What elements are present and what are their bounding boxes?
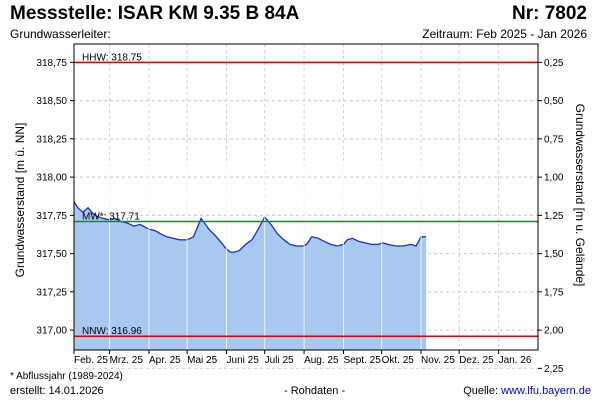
y-tick-label-left: 317,25 [36,287,67,298]
station-number: Nr: 7802 [512,3,587,24]
y-tick-label-right: 1,50 [544,249,564,260]
x-tick-label: Apr. 25 [149,355,181,366]
x-tick-label: Sept. 25 [344,355,382,366]
y-tick-label-left: 317,00 [36,326,67,337]
y-axis-left: 317,00 317,25 317,50 317,75 318,00 318,25 318,… [36,58,74,337]
aquifer-label: Grundwasserleiter: [10,27,111,41]
x-tick-label: Feb. 25 [74,355,108,366]
reference-lines: HHW: 318.75 MW*: 317.71 NNW: 316.96 [74,52,538,337]
y-tick-label-right: 2,25 [544,364,564,375]
y-tick-label-right: 0,25 [544,58,564,69]
y-tick-label-left: 318,00 [36,173,67,184]
x-tick-label: Mrz. 25 [110,355,144,366]
period-label: Zeitraum: Feb 2025 - Jan 2026 [422,27,587,41]
plot-frame [73,43,539,351]
source: Quelle: www.lfu.bayern.de [463,385,591,397]
x-axis: Feb. 25 Mrz. 25 Apr. 25 Mai 25 Juni 25 Juli 2… [73,350,532,366]
created-date: erstellt: 14.01.2026 [10,385,104,397]
rawdata-label: - Rohdaten - [284,385,346,397]
y-tick-label-left: 318,50 [36,96,67,107]
y-tick-label-right: 0,50 [544,96,564,107]
x-tick-label: Juni 25 [227,355,260,366]
y-tick-label-right: 1,75 [544,287,564,298]
y-tick-label-left: 318,25 [36,134,67,145]
y-tick-label-left: 317,75 [36,211,67,222]
x-tick-label: Jan. 26 [499,355,532,366]
footnote: * Abflussjahr (1989-2024) [10,371,123,382]
y-tick-label-right: 1,25 [544,211,564,222]
reference-label-mw: MW*: 317.71 [82,211,140,222]
level-area [74,201,427,350]
y-tick-label-right: 2,00 [544,326,564,337]
x-tick-label: Dez. 25 [459,355,494,366]
reference-label-hhw: HHW: 318.75 [82,52,142,63]
y-tick-label-left: 318,75 [36,58,67,69]
y-axis-right: 0,25 0,50 0,75 1,00 1,25 1,50 1,75 2,00 2,25 [538,58,564,375]
x-tick-label: Mai 25 [187,355,217,366]
y-axis-right-label: Grundwasserstand [m u. Gelände] [573,104,587,287]
x-tick-label: Okt. 25 [382,355,415,366]
y-tick-label-right: 1,00 [544,173,564,184]
y-axis-left-label: Grundwasserstand [m ü. NN] [13,123,27,278]
x-tick-label: Juli 25 [265,355,294,366]
page-title: Messstelle: ISAR KM 9.35 B 84A [10,3,300,24]
source-link[interactable]: www.lfu.bayern.de [501,385,591,397]
x-tick-label: Aug. 25 [304,355,339,366]
x-tick-label: Nov. 25 [421,355,455,366]
level-line [73,201,427,253]
y-tick-label-left: 317,50 [36,249,67,260]
source-label: Quelle: [463,385,502,397]
y-tick-label-right: 0,75 [544,134,564,145]
reference-label-nnw: NNW: 316.96 [82,326,142,337]
